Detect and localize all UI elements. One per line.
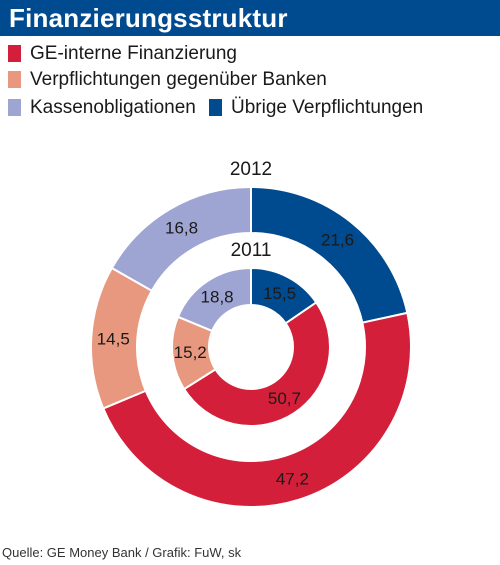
slice-2011-kassenobligationen <box>176 266 252 333</box>
legend-swatch <box>8 99 21 116</box>
data-label-2011-verpflichtungen-gegenueber-banken: 15,2 <box>174 343 207 362</box>
legend-swatch <box>209 99 222 116</box>
chart-title: Finanzierungsstruktur <box>9 3 288 33</box>
legend-label: Übrige Verpflichtungen <box>231 97 424 118</box>
donut-chart-svg: 21,6 47,2 14,5 16,8 2012 15,5 50,7 15,2 18,8 2011 <box>90 159 412 508</box>
data-label-2011-ge-interne-finanzierung: 50,7 <box>268 389 301 408</box>
legend-label: Kassenobligationen <box>30 97 196 118</box>
data-label-2012-uebrige-verpflichtungen: 21,6 <box>321 231 354 250</box>
source-note: Quelle: GE Money Bank / Grafik: FuW, sk <box>2 545 242 560</box>
data-label-2012-kassenobligationen: 16,8 <box>165 219 198 238</box>
slice-2012-ge-interne-finanzierung <box>101 311 412 508</box>
legend-label: GE-interne Finanzierung <box>30 43 237 64</box>
data-label-2011-uebrige-verpflichtungen: 15,5 <box>263 284 296 303</box>
legend-swatch <box>8 71 21 88</box>
year-label-2012: 2012 <box>230 159 272 180</box>
donut-chart: 21,6 47,2 14,5 16,8 2012 15,5 50,7 15,2 18,8 2011 <box>0 140 500 540</box>
slice-2011-ge-interne-finanzierung <box>182 301 331 427</box>
data-label-2012-verpflichtungen-gegenueber-banken: 14,5 <box>97 330 130 349</box>
legend-label: Verpflichtungen gegenüber Banken <box>30 69 327 90</box>
slice-2012-kassenobligationen <box>110 185 252 293</box>
title-bar: Finanzierungsstruktur <box>0 0 500 36</box>
data-label-2012-ge-interne-finanzierung: 47,2 <box>276 470 309 489</box>
legend-swatch <box>8 45 21 62</box>
data-label-2011-kassenobligationen: 18,8 <box>201 287 234 306</box>
year-label-2011: 2011 <box>231 240 272 261</box>
